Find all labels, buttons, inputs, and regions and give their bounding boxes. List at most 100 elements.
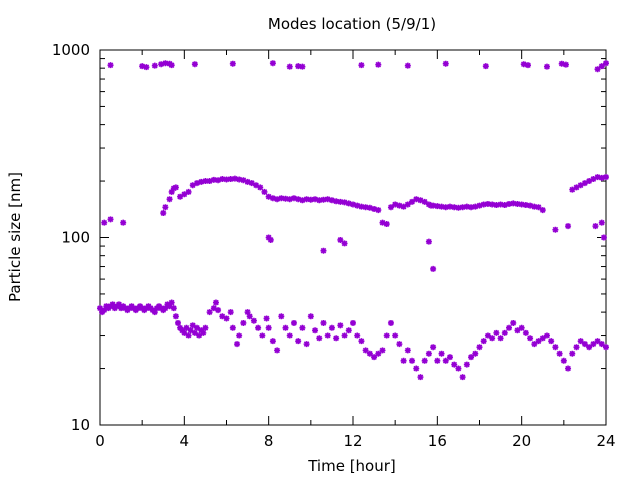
data-point bbox=[598, 63, 605, 70]
data-point bbox=[543, 332, 550, 339]
data-point bbox=[282, 195, 289, 202]
data-point bbox=[527, 202, 534, 209]
data-point bbox=[459, 204, 466, 211]
data-point bbox=[392, 332, 399, 339]
data-point bbox=[350, 319, 356, 326]
data-point bbox=[482, 63, 489, 70]
data-point bbox=[345, 327, 352, 334]
data-point bbox=[240, 319, 247, 326]
data-point bbox=[379, 347, 386, 354]
data-point bbox=[598, 174, 605, 181]
data-point bbox=[337, 236, 344, 243]
data-point bbox=[476, 202, 483, 209]
data-point bbox=[253, 182, 260, 189]
data-point bbox=[210, 176, 217, 183]
data-point bbox=[442, 60, 449, 67]
data-point bbox=[198, 178, 205, 185]
data-point bbox=[162, 305, 169, 312]
data-point bbox=[286, 63, 293, 70]
data-point bbox=[510, 319, 517, 326]
data-point bbox=[594, 338, 601, 345]
data-point bbox=[168, 62, 175, 69]
data-point bbox=[316, 335, 323, 342]
data-point bbox=[539, 207, 546, 214]
data-point bbox=[476, 344, 483, 351]
data-point bbox=[181, 191, 188, 198]
data-point bbox=[244, 178, 251, 185]
data-point bbox=[577, 338, 584, 345]
scatter-points bbox=[97, 60, 609, 381]
data-point bbox=[531, 341, 538, 348]
data-point bbox=[463, 203, 470, 210]
data-point bbox=[290, 195, 297, 202]
data-point bbox=[320, 319, 327, 326]
data-point bbox=[379, 219, 386, 226]
data-point bbox=[472, 203, 479, 210]
data-point bbox=[598, 341, 605, 348]
data-point bbox=[278, 313, 285, 320]
data-point bbox=[383, 221, 390, 228]
data-point bbox=[404, 201, 411, 208]
data-point bbox=[472, 350, 479, 357]
data-point bbox=[202, 178, 209, 185]
data-point bbox=[404, 347, 411, 354]
data-point bbox=[531, 203, 538, 210]
data-point bbox=[299, 324, 306, 331]
data-point bbox=[244, 309, 251, 316]
data-point bbox=[434, 357, 441, 364]
y-axis-label: Particle size [nm] bbox=[6, 172, 24, 302]
data-point bbox=[350, 201, 356, 208]
data-point bbox=[590, 341, 597, 348]
data-point bbox=[459, 374, 466, 381]
data-point bbox=[265, 324, 272, 331]
data-point bbox=[480, 201, 487, 208]
data-point bbox=[484, 332, 491, 339]
data-point bbox=[506, 324, 513, 331]
data-point bbox=[278, 195, 285, 202]
data-point bbox=[97, 305, 103, 312]
data-point bbox=[354, 332, 361, 339]
data-point bbox=[501, 329, 508, 336]
data-point bbox=[255, 324, 262, 331]
data-point bbox=[425, 238, 432, 245]
data-point bbox=[274, 347, 281, 354]
data-point bbox=[417, 197, 424, 204]
data-point bbox=[168, 299, 175, 306]
data-point bbox=[215, 307, 222, 314]
data-point bbox=[206, 178, 213, 185]
data-point bbox=[438, 203, 445, 210]
data-point bbox=[172, 313, 179, 320]
data-point bbox=[598, 219, 605, 226]
data-point bbox=[162, 204, 169, 211]
data-point bbox=[248, 180, 255, 187]
axis-ticks: 0 4 8 12 16 20 24 10 100 1000 bbox=[52, 41, 616, 450]
data-point bbox=[227, 309, 234, 316]
data-point bbox=[250, 317, 257, 324]
data-point bbox=[333, 335, 340, 342]
data-point bbox=[215, 177, 222, 184]
data-point bbox=[290, 319, 297, 326]
data-point bbox=[166, 196, 173, 203]
data-point bbox=[257, 184, 264, 191]
data-point bbox=[286, 332, 293, 339]
data-point bbox=[269, 338, 276, 345]
data-point bbox=[354, 202, 361, 209]
data-point bbox=[438, 350, 445, 357]
data-point bbox=[417, 374, 424, 381]
plot-frame bbox=[99, 49, 607, 426]
data-point bbox=[362, 347, 369, 354]
data-point bbox=[312, 196, 319, 203]
data-point bbox=[337, 198, 344, 205]
data-point bbox=[501, 202, 508, 209]
data-point bbox=[592, 223, 599, 230]
data-point bbox=[206, 309, 213, 316]
data-point bbox=[246, 313, 253, 320]
data-point bbox=[358, 62, 365, 69]
data-point bbox=[267, 236, 274, 243]
data-point bbox=[594, 174, 601, 181]
data-point bbox=[196, 332, 203, 339]
data-point bbox=[383, 332, 390, 339]
data-point bbox=[455, 365, 462, 372]
data-point bbox=[175, 319, 182, 326]
